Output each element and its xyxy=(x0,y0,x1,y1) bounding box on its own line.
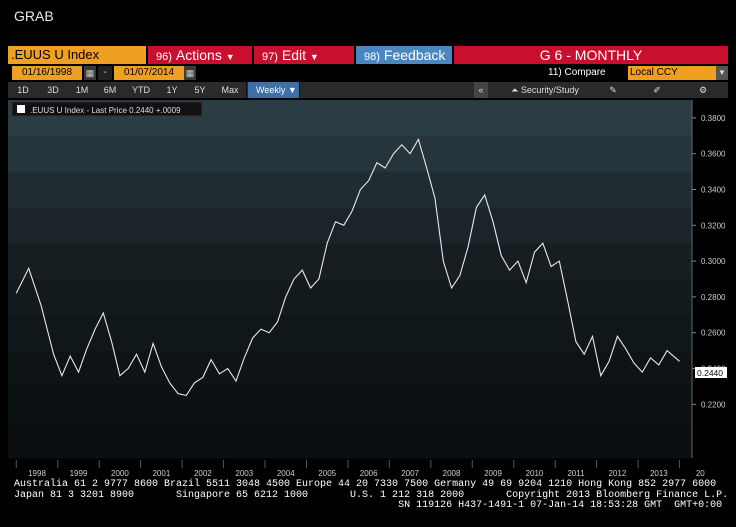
end-date-field[interactable]: 01/07/2014 xyxy=(114,66,184,80)
x-tick-label: 2013 xyxy=(650,469,668,478)
chart-band xyxy=(8,422,692,459)
x-tick-label: 2010 xyxy=(526,469,544,478)
calendar-icon[interactable]: ▦ xyxy=(184,66,196,80)
gear-icon[interactable]: ⚙ xyxy=(698,85,708,95)
feedback-label: Feedback xyxy=(383,47,446,63)
x-tick-label: 2001 xyxy=(152,469,170,478)
price-line xyxy=(15,138,680,397)
period-3d[interactable]: 3D xyxy=(38,82,69,98)
x-tick-label: 2000 xyxy=(111,469,129,478)
chevron-down-icon: ▼ xyxy=(225,52,235,62)
x-tick-label: 2004 xyxy=(277,469,295,478)
frequency-select[interactable]: Weekly ▼ xyxy=(248,82,300,98)
actions-shortcut: 96) xyxy=(156,51,172,63)
x-tick-label: 20 xyxy=(696,469,705,478)
actions-button[interactable]: 96) Actions ▼ xyxy=(148,46,252,64)
chevron-down-icon: ▼ xyxy=(287,85,297,95)
security-study-label: Security/Study xyxy=(520,85,579,95)
last-price-label: 0.2440 xyxy=(697,368,723,378)
edit-label: Edit xyxy=(281,47,307,63)
footer-line-3: SN 119126 H437-1491-1 07-Jan-14 18:53:28… xyxy=(14,500,723,511)
calendar-icon[interactable]: ▦ xyxy=(84,66,96,80)
security-input[interactable]: .EUUS U Index xyxy=(8,46,146,64)
y-tick-label: 0.3600 xyxy=(701,150,726,159)
y-tick-label: 0.3400 xyxy=(701,186,726,195)
security-study-button[interactable]: ⏶ Security/Study xyxy=(500,82,590,98)
chart-band xyxy=(8,314,692,352)
period-6m[interactable]: 6M xyxy=(96,82,125,98)
period-max[interactable]: Max xyxy=(214,82,247,98)
last-price-tag: 0.2440 xyxy=(695,367,727,378)
study-chart-icon: ⏶ xyxy=(511,85,521,95)
y-tick-label: 0.3000 xyxy=(701,257,726,266)
y-axis: 0.22000.24000.26000.28000.30000.32000.34… xyxy=(691,100,726,458)
chart-band xyxy=(8,386,692,423)
y-tick-label: 0.3800 xyxy=(701,114,726,123)
chart-band xyxy=(8,135,692,173)
period-ytd[interactable]: YTD xyxy=(124,82,159,98)
footer-line-2: Japan 81 3 3201 8900 Singapore 65 6212 1… xyxy=(14,489,729,501)
edit-pencil-icon[interactable]: ✐ xyxy=(653,85,661,95)
x-tick-label: 2011 xyxy=(567,469,585,478)
edit-shortcut: 97) xyxy=(262,51,278,63)
collapse-button[interactable]: « xyxy=(474,82,488,98)
period-1d[interactable]: 1D xyxy=(8,82,39,98)
chevron-down-icon[interactable]: ▼ xyxy=(716,66,728,80)
x-tick-label: 2002 xyxy=(194,469,212,478)
chart-band xyxy=(8,350,692,387)
currency-select[interactable]: Local CCY xyxy=(628,66,716,80)
chevron-down-icon: ▼ xyxy=(309,52,319,62)
chart-title-bar: G 6 - MONTHLY xyxy=(454,46,728,64)
feedback-button[interactable]: 98) Feedback xyxy=(356,46,452,64)
date-separator: - xyxy=(98,66,112,80)
chart-band xyxy=(8,279,692,316)
annotate-icon[interactable]: ✎ xyxy=(609,85,617,95)
edit-button[interactable]: 97) Edit ▼ xyxy=(254,46,354,64)
actions-label: Actions xyxy=(175,47,222,63)
legend: .EUUS U Index - Last Price 0.2440 +.0009 xyxy=(11,101,203,117)
y-tick-label: 0.2600 xyxy=(701,329,726,338)
x-tick-label: 2005 xyxy=(318,469,336,478)
chart-band xyxy=(8,171,692,208)
period-1y[interactable]: 1Y xyxy=(158,82,187,98)
y-tick-label: 0.2800 xyxy=(701,293,726,302)
chart-band xyxy=(8,243,692,280)
x-tick-label: 1998 xyxy=(28,469,46,478)
legend-text: .EUUS U Index - Last Price 0.2440 +.0009 xyxy=(30,106,181,115)
x-tick-label: 2007 xyxy=(401,469,419,478)
period-5y[interactable]: 5Y xyxy=(186,82,215,98)
y-tick-label: 0.3200 xyxy=(701,221,726,230)
footer-line-1: Australia 61 2 9777 8600 Brazil 5511 304… xyxy=(14,479,717,490)
x-axis: 1998 1999 2000 2001 2002 2003 2004 2005 2006 2007… xyxy=(15,460,705,478)
x-tick-label: 2012 xyxy=(608,469,626,478)
chart-background xyxy=(8,100,692,459)
start-date-field[interactable]: 01/16/1998 xyxy=(12,66,82,80)
chart-band xyxy=(8,207,692,244)
legend-swatch xyxy=(17,105,25,113)
x-tick-label: 2009 xyxy=(484,469,502,478)
x-tick-label: 1999 xyxy=(70,469,88,478)
footer: Australia 61 2 9777 8600 Brazil 5511 304… xyxy=(14,479,729,512)
compare-button[interactable]: 11) Compare xyxy=(548,67,606,78)
feedback-shortcut: 98) xyxy=(364,51,380,63)
x-tick-label: 2006 xyxy=(360,469,378,478)
window-title: GRAB xyxy=(14,8,54,24)
x-tick-label: 2003 xyxy=(235,469,253,478)
y-tick-label: 0.2200 xyxy=(701,400,726,409)
price-chart[interactable]: 1998 1999 2000 2001 2002 2003 2004 2005 2006 2007… xyxy=(0,100,736,480)
frequency-label: Weekly xyxy=(256,85,286,95)
x-tick-label: 2008 xyxy=(443,469,461,478)
period-1m[interactable]: 1M xyxy=(68,82,97,98)
